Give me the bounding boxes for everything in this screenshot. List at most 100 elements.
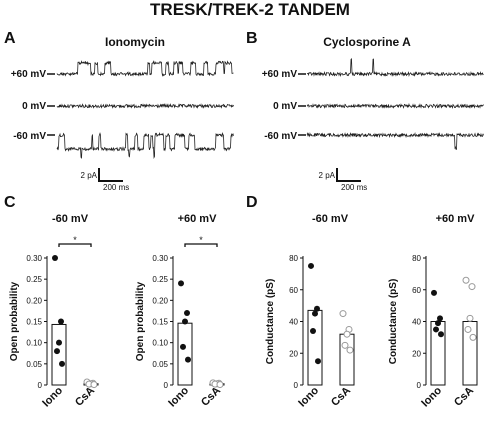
data-point	[184, 310, 190, 317]
voltage-label: -60 mV	[264, 131, 297, 142]
bar	[177, 322, 193, 386]
data-point	[90, 381, 98, 389]
data-point	[314, 305, 320, 312]
voltage-label: -60 mV	[13, 131, 46, 142]
y-tick-label: 0	[164, 381, 169, 390]
bar-chart: -60 mV 0 20 40 60 80 Conductance (pS) Iono CsA	[265, 213, 355, 410]
voltage-label: 0 mV	[273, 101, 297, 112]
x-tick-label: Iono	[166, 384, 191, 409]
y-tick-label: 0	[294, 381, 299, 390]
y-tick-label: 0.10	[152, 339, 168, 348]
current-trace	[56, 60, 234, 77]
y-tick-label: 0.30	[152, 254, 168, 263]
significance-marker: *	[199, 235, 203, 245]
scale-bar-time: 200 ms	[341, 183, 367, 192]
data-point	[462, 276, 470, 284]
condition-label-a: Ionomycin	[105, 35, 165, 49]
y-tick-label: 0.20	[152, 296, 168, 305]
y-tick-label: 0	[38, 381, 43, 390]
y-tick-label: 60	[412, 286, 421, 295]
y-tick-label: 0.15	[152, 318, 168, 327]
y-tick-label: 20	[289, 349, 298, 358]
x-tick-label: CsA	[329, 385, 353, 409]
scale-bar	[336, 168, 361, 182]
chart-title: +60 mV	[436, 213, 475, 225]
scale-bar-amplitude: 2 pA	[81, 171, 98, 180]
chart-title: +60 mV	[178, 213, 217, 225]
bar	[307, 309, 323, 386]
bar-chart: +60 mV 0 0.05 0.10 0.15 0.20 0.25 0.30 Open prob…	[135, 213, 225, 410]
data-point	[315, 358, 321, 365]
data-point	[216, 381, 224, 389]
data-point	[341, 341, 349, 349]
data-point	[56, 339, 62, 346]
y-tick-label: 0.15	[26, 318, 42, 327]
data-point	[343, 330, 351, 338]
chart-title: -60 mV	[52, 213, 89, 225]
data-point	[54, 348, 60, 355]
current-trace	[306, 131, 484, 150]
y-tick-label: 0	[417, 381, 422, 390]
bar-charts: -60 mV 0 0.05 0.10 0.15 0.20 0.25 0.30 Open prob…	[9, 213, 478, 410]
data-point	[466, 314, 474, 322]
bar-chart: +60 mV 0 20 40 60 80 Conductance (pS) Iono CsA	[388, 213, 478, 410]
data-point	[180, 343, 186, 350]
data-point	[178, 280, 184, 287]
x-tick-label: Iono	[419, 384, 444, 409]
scale-bar	[98, 168, 123, 182]
chart-title: -60 mV	[312, 213, 349, 225]
x-tick-label: CsA	[73, 385, 97, 409]
y-tick-label: 0.30	[26, 254, 42, 263]
data-point	[182, 318, 188, 325]
significance-bracket	[58, 243, 92, 247]
condition-label-b: Cyclosporine A	[323, 35, 411, 49]
current-trace	[306, 102, 484, 109]
x-tick-label: Iono	[40, 384, 65, 409]
y-tick-label: 80	[412, 254, 421, 263]
y-tick-label: 0.05	[26, 360, 42, 369]
data-point	[437, 315, 443, 322]
data-point	[435, 320, 441, 327]
data-point	[346, 346, 354, 354]
panel-a: A Ionomycin +60 mV 0 mV -60 mV 2 pA 200 …	[4, 30, 234, 192]
data-point	[185, 356, 191, 363]
data-point	[468, 283, 476, 291]
data-point	[308, 262, 314, 269]
data-point	[58, 318, 64, 325]
data-point	[312, 310, 318, 317]
bar	[51, 323, 67, 386]
figure-title: TRESK/TREK-2 TANDEM	[150, 0, 350, 19]
y-tick-label: 40	[289, 318, 298, 327]
panel-letter-c: C	[4, 194, 16, 211]
current-trace	[56, 132, 234, 160]
data-point	[310, 328, 316, 335]
data-point	[464, 325, 472, 333]
significance-bracket	[184, 243, 218, 247]
scale-bar-time: 200 ms	[103, 183, 129, 192]
data-point	[59, 360, 65, 367]
y-axis-label: Open probability	[9, 281, 20, 361]
voltage-label: +60 mV	[262, 69, 298, 80]
y-axis-label: Conductance (pS)	[265, 279, 276, 365]
data-point	[469, 333, 477, 341]
y-tick-label: 20	[412, 349, 421, 358]
significance-marker: *	[73, 235, 77, 245]
data-point	[431, 289, 437, 296]
y-tick-label: 0.05	[152, 360, 168, 369]
bar	[339, 333, 355, 386]
data-point	[339, 310, 347, 318]
y-tick-label: 0.25	[26, 275, 42, 284]
panel-letter-d: D	[246, 194, 258, 211]
panel-letter-b: B	[246, 30, 258, 47]
y-tick-label: 0.20	[26, 296, 42, 305]
y-axis-label: Open probability	[135, 281, 146, 361]
data-point	[52, 255, 58, 261]
voltage-label: +60 mV	[11, 69, 47, 80]
current-trace	[306, 57, 484, 77]
panel-letter-a: A	[4, 30, 16, 47]
panel-b: B Cyclosporine A +60 mV 0 mV -60 mV 2 pA…	[246, 30, 484, 192]
x-tick-label: CsA	[199, 385, 223, 409]
bar-chart: -60 mV 0 0.05 0.10 0.15 0.20 0.25 0.30 Open prob…	[9, 213, 99, 410]
scale-bar-amplitude: 2 pA	[319, 171, 336, 180]
